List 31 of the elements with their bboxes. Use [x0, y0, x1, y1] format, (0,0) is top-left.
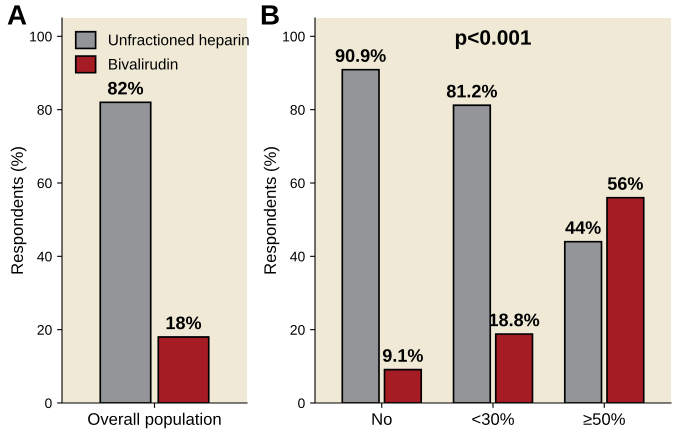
legend-label: Bivalirudin [109, 58, 178, 70]
chart-title: A [8, 5, 26, 24]
y-tick-label: 100 [30, 32, 52, 42]
x-tick-label: ≥50% [584, 413, 625, 425]
y-tick-label: 0 [298, 398, 305, 408]
y-axis-title: Respondents (%) [264, 147, 280, 274]
legend-label: Unfractioned heparin [109, 34, 249, 48]
y-tick-label: 80 [37, 105, 52, 115]
y-tick-label: 20 [38, 325, 52, 335]
data-label: 18% [166, 316, 202, 330]
data-label: 82% [108, 82, 144, 95]
y-tick-label: 60 [38, 178, 52, 188]
x-tick-label: <30% [472, 413, 514, 425]
y-tick-label: 80 [290, 105, 305, 115]
y-tick-label: 40 [290, 252, 305, 262]
data-label: 56% [608, 177, 643, 190]
y-tick-label: 60 [290, 178, 305, 188]
data-label: 90.9% [336, 49, 386, 62]
y-tick-label: 20 [290, 325, 305, 335]
data-label: 44% [565, 221, 601, 234]
data-label: 18.8% [490, 314, 540, 326]
y-tick-label: 40 [37, 252, 52, 262]
y-tick-label: 100 [283, 32, 305, 42]
data-label: 81.2% [446, 84, 498, 98]
data-label: 9.1% [382, 349, 423, 362]
x-tick-label: No [372, 413, 392, 425]
x-tick-label: Overall population [88, 412, 221, 428]
y-axis-title: Respondents (%) [10, 147, 26, 274]
annotation: p<0.001 [456, 30, 531, 49]
chart-title: B [262, 5, 279, 24]
y-tick-label: 0 [45, 398, 52, 408]
